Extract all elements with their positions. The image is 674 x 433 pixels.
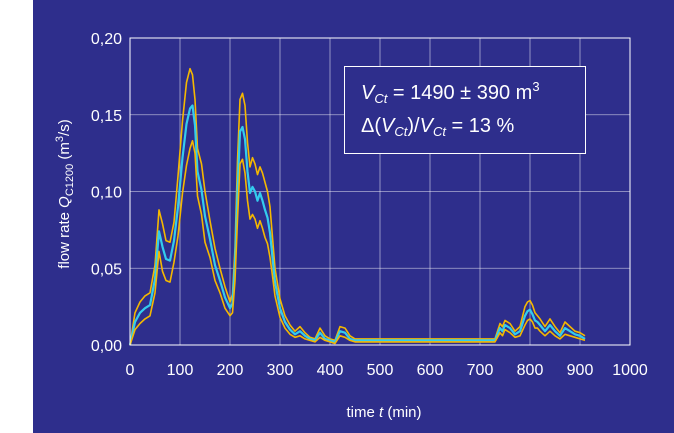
y-tick-label: 0,05 [91, 261, 122, 278]
annotation-box: VCt = 1490 ± 390 m3 Δ(VCt)/VCt = 13 % [344, 66, 586, 154]
series-line-upper [129, 67, 586, 346]
y-ticks: 0,00 0,05 0,10 0,15 0,20 [91, 31, 122, 355]
annotation-relative-error: Δ(VCt)/VCt = 13 % [361, 115, 515, 139]
plot-border [129, 37, 631, 346]
x-tick-label: 700 [467, 362, 494, 379]
x-tick-label: 400 [317, 362, 344, 379]
x-tick-label: 300 [267, 362, 294, 379]
series-group [128, 67, 586, 346]
series-line-lower [129, 140, 586, 346]
y-tick-label: 0,20 [91, 31, 122, 48]
series-line-mean [128, 104, 586, 346]
y-tick-label: 0,10 [91, 185, 122, 202]
x-tick-label: 200 [217, 362, 244, 379]
plot-frame [129, 37, 631, 346]
y-axis-label: flow rate QC1200 (m3/s) [54, 119, 76, 268]
x-tick-label: 800 [517, 362, 544, 379]
x-tick-label: 600 [417, 362, 444, 379]
x-tick-label: 0 [126, 362, 135, 379]
x-axis-label: time t (min) [346, 404, 421, 421]
annotation-volume: VCt = 1490 ± 390 m3 [361, 79, 540, 106]
x-tick-label: 500 [367, 362, 394, 379]
y-tick-label: 0,00 [91, 338, 122, 355]
x-tick-label: 900 [567, 362, 594, 379]
x-tick-label: 1000 [612, 362, 648, 379]
x-tick-label: 100 [167, 362, 194, 379]
x-ticks: 0 100 200 300 400 500 600 700 800 900 1000 [126, 362, 648, 379]
y-tick-label: 0,15 [91, 108, 122, 125]
